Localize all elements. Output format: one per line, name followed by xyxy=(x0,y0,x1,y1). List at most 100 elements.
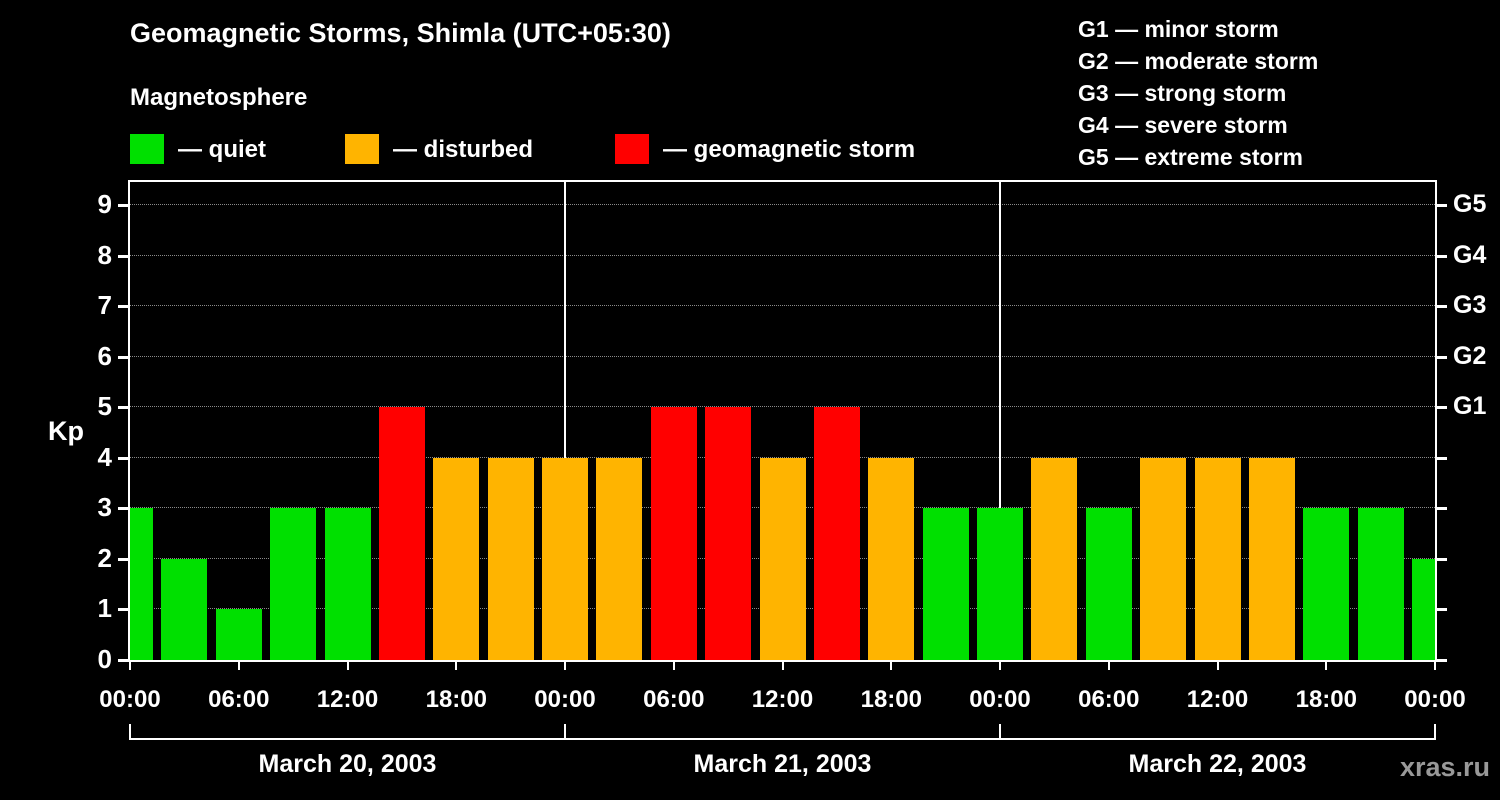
storm-scale-item: G4 — severe storm xyxy=(1078,112,1288,138)
kp-bar xyxy=(1357,508,1404,660)
storm-scale-item: G3 — strong storm xyxy=(1078,80,1287,106)
y-tick-right xyxy=(1436,557,1447,561)
x-tick xyxy=(1325,662,1328,670)
storm-scale-item: G1 — minor storm xyxy=(1078,16,1279,42)
g-scale-label: G2 xyxy=(1453,341,1487,370)
y-tick-right xyxy=(1436,507,1447,511)
x-tick xyxy=(1216,662,1219,670)
kp-bar xyxy=(596,457,643,660)
x-tick xyxy=(129,662,131,670)
gridline xyxy=(130,204,1435,205)
y-tick-label: 2 xyxy=(97,542,112,573)
watermark: xras.ru xyxy=(1399,752,1490,782)
kp-bar xyxy=(813,407,860,660)
x-tick xyxy=(1107,662,1110,670)
legend-swatch-quiet xyxy=(130,134,164,164)
x-tick xyxy=(346,662,349,670)
x-tick-label: 18:00 xyxy=(860,686,922,713)
day-separator xyxy=(999,182,1001,660)
kp-bar xyxy=(1412,558,1435,660)
gridline xyxy=(130,305,1435,307)
kp-bar xyxy=(433,457,480,660)
kp-bar xyxy=(378,407,425,660)
gridline xyxy=(130,355,1435,357)
date-label: March 21, 2003 xyxy=(693,750,872,778)
kp-bar xyxy=(1031,457,1078,660)
y-tick xyxy=(118,355,129,359)
y-tick-label: 6 xyxy=(97,340,112,371)
y-tick-label: 3 xyxy=(97,492,112,523)
date-axis-line xyxy=(129,738,1436,740)
kp-bar xyxy=(922,508,969,660)
x-tick-label: 12:00 xyxy=(1186,686,1249,713)
kp-bar xyxy=(1248,457,1295,660)
kp-bar xyxy=(868,457,915,660)
date-label: March 22, 2003 xyxy=(1128,750,1307,778)
x-tick xyxy=(781,662,784,670)
y-tick xyxy=(118,507,129,511)
x-tick xyxy=(1434,662,1436,670)
kp-bar xyxy=(270,508,317,660)
x-tick-label: 18:00 xyxy=(1295,686,1357,713)
chart-title: Geomagnetic Storms, Shimla (UTC+05:30) xyxy=(130,18,671,48)
gridline xyxy=(130,254,1435,256)
x-tick xyxy=(564,662,566,670)
g-scale-label: G3 xyxy=(1453,291,1487,320)
y-tick-label: 4 xyxy=(97,441,112,472)
date-axis-tick xyxy=(1434,724,1436,740)
y-tick-label: 9 xyxy=(97,189,112,219)
x-tick-label: 06:00 xyxy=(1078,686,1140,713)
storm-scale-item: G5 — extreme storm xyxy=(1078,144,1303,170)
x-tick-label: 06:00 xyxy=(208,686,270,713)
y-tick-label: 8 xyxy=(97,239,112,270)
kp-bar xyxy=(487,457,534,660)
kp-bar xyxy=(1085,508,1132,660)
y-tick xyxy=(118,204,129,207)
y-tick-right xyxy=(1436,204,1447,207)
y-tick xyxy=(118,557,129,561)
kp-bar xyxy=(1194,457,1241,660)
g-scale-label: G4 xyxy=(1453,240,1487,269)
y-tick-right xyxy=(1436,254,1447,258)
y-tick xyxy=(118,456,129,460)
y-axis-label: Kp xyxy=(48,415,84,446)
gridline xyxy=(130,406,1435,408)
y-tick xyxy=(118,406,129,410)
kp-bar xyxy=(161,558,208,660)
date-axis-tick xyxy=(564,724,566,740)
y-tick-label: 5 xyxy=(97,391,112,422)
x-tick-label: 06:00 xyxy=(643,686,705,713)
kp-bar xyxy=(759,457,806,660)
x-tick xyxy=(999,662,1001,670)
legend-label-disturbed: — disturbed xyxy=(393,136,534,163)
x-tick-label: 00:00 xyxy=(99,686,161,713)
y-tick-right xyxy=(1436,456,1447,460)
y-tick-label: 1 xyxy=(97,593,112,624)
day-separator xyxy=(564,182,566,660)
y-tick xyxy=(118,608,129,612)
y-tick xyxy=(118,254,129,258)
gridline xyxy=(130,456,1435,458)
kp-bar xyxy=(130,508,153,660)
legend-swatch-disturbed xyxy=(345,134,379,164)
y-tick-label: 7 xyxy=(97,290,112,321)
plot-area xyxy=(128,180,1437,662)
kp-bar xyxy=(324,508,371,660)
x-tick-label: 00:00 xyxy=(534,686,596,713)
kp-bar xyxy=(977,508,1023,660)
date-axis-tick xyxy=(999,724,1001,740)
storm-scale-item: G2 — moderate storm xyxy=(1078,48,1319,74)
date-label: March 20, 2003 xyxy=(258,750,437,778)
x-tick-label: 12:00 xyxy=(316,686,379,713)
y-tick xyxy=(118,659,129,662)
x-tick-label: 00:00 xyxy=(969,686,1031,713)
x-tick xyxy=(455,662,458,670)
kp-bar xyxy=(542,457,588,660)
y-tick-right xyxy=(1436,659,1447,662)
kp-bar xyxy=(1303,508,1350,660)
kp-bar xyxy=(1140,457,1187,660)
x-tick-label: 12:00 xyxy=(751,686,814,713)
date-axis-tick xyxy=(129,724,131,740)
y-tick-label: 0 xyxy=(97,644,112,674)
kp-bar xyxy=(215,609,262,660)
